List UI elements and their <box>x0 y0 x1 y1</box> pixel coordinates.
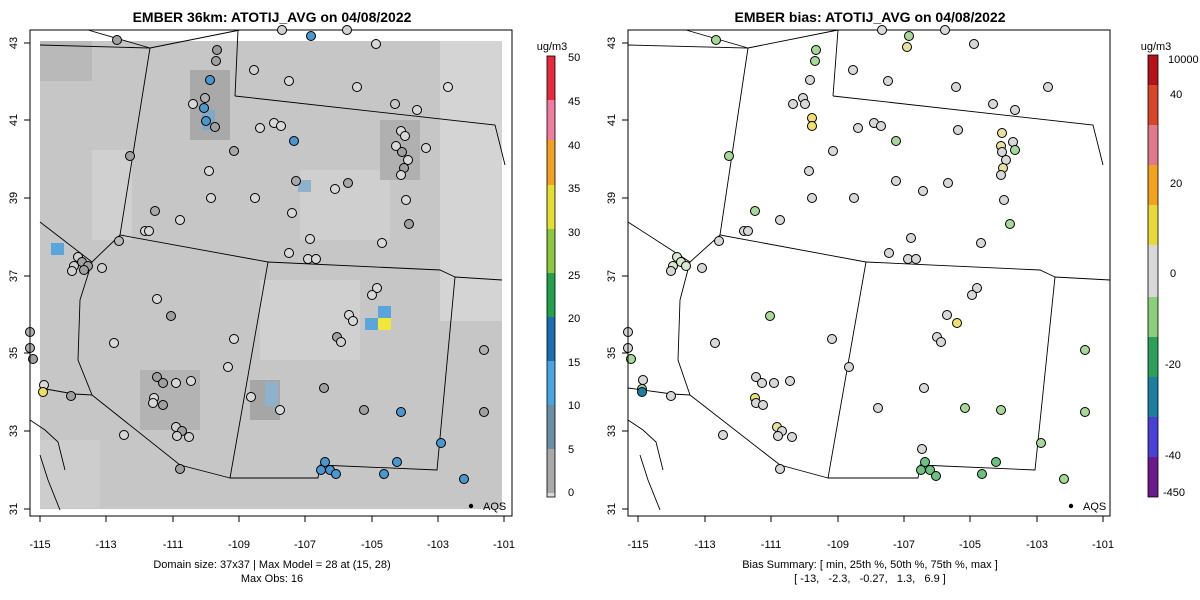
left-colorbar-tick: 10 <box>568 400 580 412</box>
left-title: EMBER 36km: ATOTIJ_AVG on 04/08/2022 <box>133 9 412 25</box>
left-y-tick: 39 <box>8 192 20 204</box>
right-y-tick: 43 <box>606 37 618 49</box>
left-x-tick: -101 <box>493 539 515 551</box>
right-y-tick: 37 <box>606 270 618 282</box>
left-colorbar-tick: 45 <box>568 96 580 108</box>
left-model-grid <box>40 41 502 509</box>
left-x-tick: -105 <box>361 539 383 551</box>
left-colorbar-tick: 0 <box>568 487 574 499</box>
left-y-tick: 33 <box>8 425 20 437</box>
right-y-tick: 35 <box>606 347 618 359</box>
left-colorbar-tick: 20 <box>568 313 580 325</box>
left-colorbar-tick: 50 <box>568 52 580 64</box>
left-colorbar-tick: 35 <box>568 183 580 195</box>
right-footer-line2: [ -13, -2.3, -0.27, 1.3, 6.9 ] <box>794 573 946 585</box>
right-colorbar-tick: 10000 <box>1168 54 1199 66</box>
left-colorbar-tick: 25 <box>568 270 580 282</box>
right-colorbar-tick: -20 <box>1165 359 1181 371</box>
right-x-tick: -113 <box>694 539 715 551</box>
right-colorbar-unit: ug/m3 <box>1141 41 1172 53</box>
left-colorbar-tick: 5 <box>568 444 574 456</box>
left-footer-line2: Max Obs: 16 <box>241 573 303 585</box>
left-y-tick: 35 <box>8 347 20 359</box>
left-y-axis: 43 41 39 37 35 33 31 <box>8 37 31 515</box>
left-x-tick: -113 <box>95 539 116 551</box>
left-x-tick: -103 <box>427 539 449 551</box>
right-colorbar-tick: -40 <box>1165 450 1181 462</box>
right-aqs-sites <box>623 25 1090 484</box>
right-colorbar-tick: 0 <box>1170 268 1176 280</box>
left-y-tick: 37 <box>8 270 20 282</box>
left-panel: EMBER 36km: ATOTIJ_AVG on 04/08/2022 <box>8 9 580 585</box>
right-x-tick: -103 <box>1026 539 1048 551</box>
left-colorbar-tick: 15 <box>568 357 580 369</box>
right-aqs-legend: AQS <box>1068 501 1106 513</box>
right-x-tick: -115 <box>627 539 648 551</box>
right-x-tick: -105 <box>959 539 981 551</box>
left-colorbar-tick: 30 <box>568 227 580 239</box>
right-y-tick: 41 <box>606 114 618 126</box>
left-x-axis: -115 -113 -111 -109 -107 -105 -103 -101 <box>29 515 515 551</box>
left-x-tick: -111 <box>163 539 183 551</box>
right-x-axis: -115 -113 -111 -109 -107 -105 -103 -101 <box>627 515 1114 551</box>
right-y-axis: 43 41 39 37 35 33 31 <box>606 37 629 515</box>
right-x-tick: -101 <box>1092 539 1114 551</box>
left-colorbar-tick: 40 <box>568 140 580 152</box>
left-footer-line1: Domain size: 37x37 | Max Model = 28 at (… <box>153 559 390 571</box>
right-y-tick: 31 <box>606 503 618 515</box>
left-aqs-legend-label: AQS <box>483 501 506 513</box>
left-boundaries <box>29 29 506 511</box>
right-x-tick: -109 <box>827 539 849 551</box>
right-x-tick: -111 <box>761 539 781 551</box>
left-colorbar: ug/m3 50 45 40 35 30 25 20 15 10 <box>537 41 581 499</box>
right-colorbar: ug/m3 10000 40 20 0 -20 -40 -450 <box>1141 41 1199 499</box>
left-y-tick: 31 <box>8 503 20 515</box>
left-x-tick: -107 <box>294 539 316 551</box>
right-aqs-legend-label: AQS <box>1083 501 1106 513</box>
left-aqs-legend: AQS <box>468 501 506 513</box>
right-y-tick: 33 <box>606 425 618 437</box>
left-y-tick: 41 <box>8 114 20 126</box>
right-title: EMBER bias: ATOTIJ_AVG on 04/08/2022 <box>734 9 1005 25</box>
right-panel: EMBER bias: ATOTIJ_AVG on 04/08/2022 <box>606 9 1199 585</box>
right-colorbar-tick: -450 <box>1163 487 1185 499</box>
left-x-tick: -109 <box>228 539 250 551</box>
left-aqs-sites <box>25 25 489 484</box>
right-colorbar-tick: 20 <box>1170 178 1182 190</box>
right-x-tick: -107 <box>893 539 915 551</box>
right-colorbar-tick: 40 <box>1170 89 1182 101</box>
right-footer-line1: Bias Summary: [ min, 25th %, 50th %, 75t… <box>742 559 998 571</box>
right-y-tick: 39 <box>606 192 618 204</box>
left-x-tick: -115 <box>29 539 50 551</box>
left-y-tick: 43 <box>8 37 20 49</box>
left-colorbar-unit: ug/m3 <box>537 41 568 53</box>
